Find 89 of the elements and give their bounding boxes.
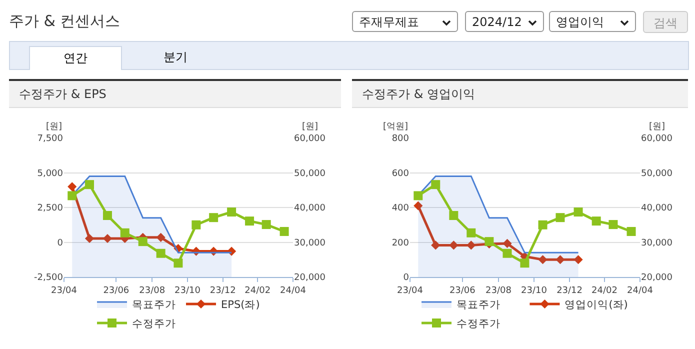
- point: [538, 220, 548, 230]
- point: [262, 220, 271, 230]
- x-tick-label: 23/12: [556, 286, 583, 296]
- chart-title: 수정주가 & 영업이익: [352, 81, 688, 108]
- point: [466, 228, 476, 238]
- point: [68, 191, 77, 200]
- point: [431, 180, 440, 190]
- point: [174, 258, 183, 268]
- legend-label: 수정주가: [456, 318, 500, 330]
- legend-label: EPS(좌): [221, 299, 260, 312]
- x-tick-label: 24/04: [627, 286, 654, 296]
- point: [84, 234, 94, 244]
- x-tick-label: 23/10: [174, 286, 201, 296]
- y2-tick-label: 30,000: [641, 238, 673, 248]
- text: 분기: [162, 49, 188, 66]
- y2-tick-label: 20,000: [294, 273, 326, 284]
- y2-tick-label: 60,000: [641, 134, 673, 144]
- text: 검색: [643, 11, 688, 33]
- point: [484, 237, 494, 246]
- legend-label: 영업이익(좌): [564, 299, 628, 312]
- point: [502, 238, 512, 248]
- y2-tick-label: 50,000: [294, 168, 326, 179]
- point: [574, 255, 583, 264]
- legend-label: 수정주가: [132, 318, 176, 330]
- point: [156, 248, 166, 258]
- point: [209, 213, 218, 222]
- x-tick-label: 24/02: [244, 286, 271, 296]
- point: [414, 201, 423, 210]
- y-axis-title: [억원]: [383, 122, 408, 132]
- y2-axis-title: [원]: [649, 122, 666, 132]
- point: [120, 228, 130, 238]
- x-tick-label: 23/06: [449, 286, 476, 296]
- chart-title: 수정주가 & EPS: [9, 81, 341, 108]
- x-tick-label: 23/12: [210, 286, 236, 296]
- text: 영업이익: [549, 11, 636, 32]
- point: [102, 234, 112, 244]
- x-tick-label: 23/08: [139, 286, 166, 296]
- point: [245, 216, 254, 226]
- text: 주가 & 컨센서스: [9, 12, 120, 31]
- y-tick-label: 600: [392, 168, 410, 179]
- point: [520, 258, 530, 268]
- y2-tick-label: 60,000: [294, 134, 326, 144]
- y-tick-label: 0: [57, 238, 64, 248]
- x-tick-label: 23/06: [103, 286, 130, 296]
- point: [556, 255, 565, 264]
- point: [102, 210, 112, 220]
- point: [85, 180, 94, 190]
- y-tick-label: 200: [392, 238, 410, 248]
- point: [449, 210, 458, 220]
- y2-tick-label: 50,000: [641, 168, 673, 179]
- point: [538, 255, 548, 264]
- point: [592, 216, 601, 226]
- x-tick-label: 23/04: [51, 286, 78, 296]
- text: 연간: [29, 46, 122, 70]
- y2-tick-label: 40,000: [294, 204, 326, 214]
- y2-tick-label: 20,000: [641, 273, 673, 284]
- point: [68, 182, 77, 192]
- y-tick-label: 7,500: [37, 134, 64, 144]
- x-tick-label: 23/04: [397, 286, 424, 296]
- point: [466, 240, 476, 250]
- point: [626, 226, 636, 236]
- y2-tick-label: 30,000: [294, 238, 326, 248]
- x-tick-label: 23/10: [521, 286, 548, 296]
- point: [192, 220, 201, 230]
- text: 주재무제표: [352, 11, 458, 32]
- point: [556, 213, 565, 222]
- y-tick-label: 400: [392, 204, 410, 214]
- point: [227, 208, 236, 217]
- y-tick-label: -2,500: [34, 273, 64, 284]
- point: [608, 220, 618, 230]
- point: [414, 191, 423, 200]
- x-tick-label: 24/04: [280, 286, 306, 296]
- y-tick-label: 800: [392, 134, 410, 144]
- y-tick-label: 5,000: [37, 168, 64, 179]
- text: 2024/12: [465, 11, 544, 32]
- y2-axis-title: [원]: [302, 122, 318, 132]
- point: [138, 237, 148, 246]
- point: [574, 208, 583, 217]
- point: [280, 226, 289, 236]
- y-tick-label: 0: [403, 273, 410, 284]
- y-axis-title: [원]: [46, 122, 62, 132]
- point: [502, 248, 512, 258]
- x-tick-label: 24/02: [592, 286, 618, 296]
- x-tick-label: 23/08: [486, 286, 512, 296]
- legend-label: 목표주가: [132, 299, 176, 312]
- y2-tick-label: 40,000: [641, 204, 673, 214]
- point: [156, 232, 166, 242]
- legend-label: 목표주가: [456, 299, 500, 312]
- y-tick-label: 2,500: [37, 204, 64, 214]
